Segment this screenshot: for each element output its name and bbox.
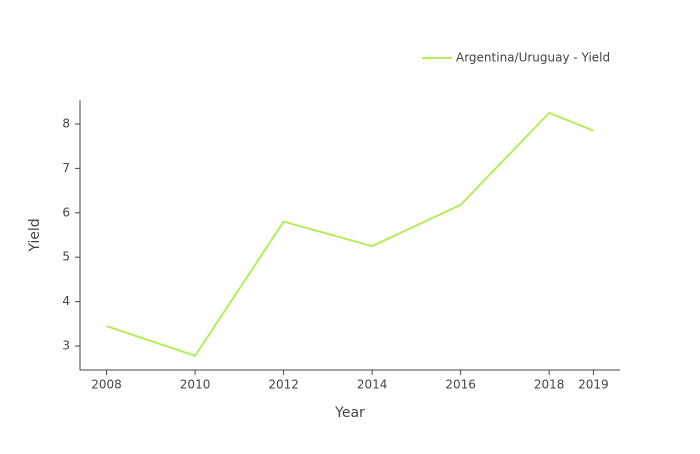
y-axis-title: Yield xyxy=(27,218,43,252)
x-tick-label: 2018 xyxy=(534,378,565,392)
y-tick-label: 7 xyxy=(62,161,70,175)
y-tick-label: 8 xyxy=(62,116,70,130)
y-tick-label: 4 xyxy=(62,294,70,308)
x-axis-title: Year xyxy=(334,405,365,421)
y-tick-label: 6 xyxy=(62,205,70,219)
x-tick-label: 2010 xyxy=(180,378,211,392)
x-tick-label: 2014 xyxy=(357,378,388,392)
x-tick-label: 2008 xyxy=(91,378,122,392)
data-line xyxy=(106,111,594,357)
x-tick-label: 2019 xyxy=(578,378,609,392)
x-tick-label: 2012 xyxy=(268,378,299,392)
y-tick-label: 3 xyxy=(62,339,70,353)
y-tick-label: 5 xyxy=(62,250,70,264)
x-tick-label: 2016 xyxy=(445,378,476,392)
legend-label: Argentina/Uruguay - Yield xyxy=(456,51,610,65)
